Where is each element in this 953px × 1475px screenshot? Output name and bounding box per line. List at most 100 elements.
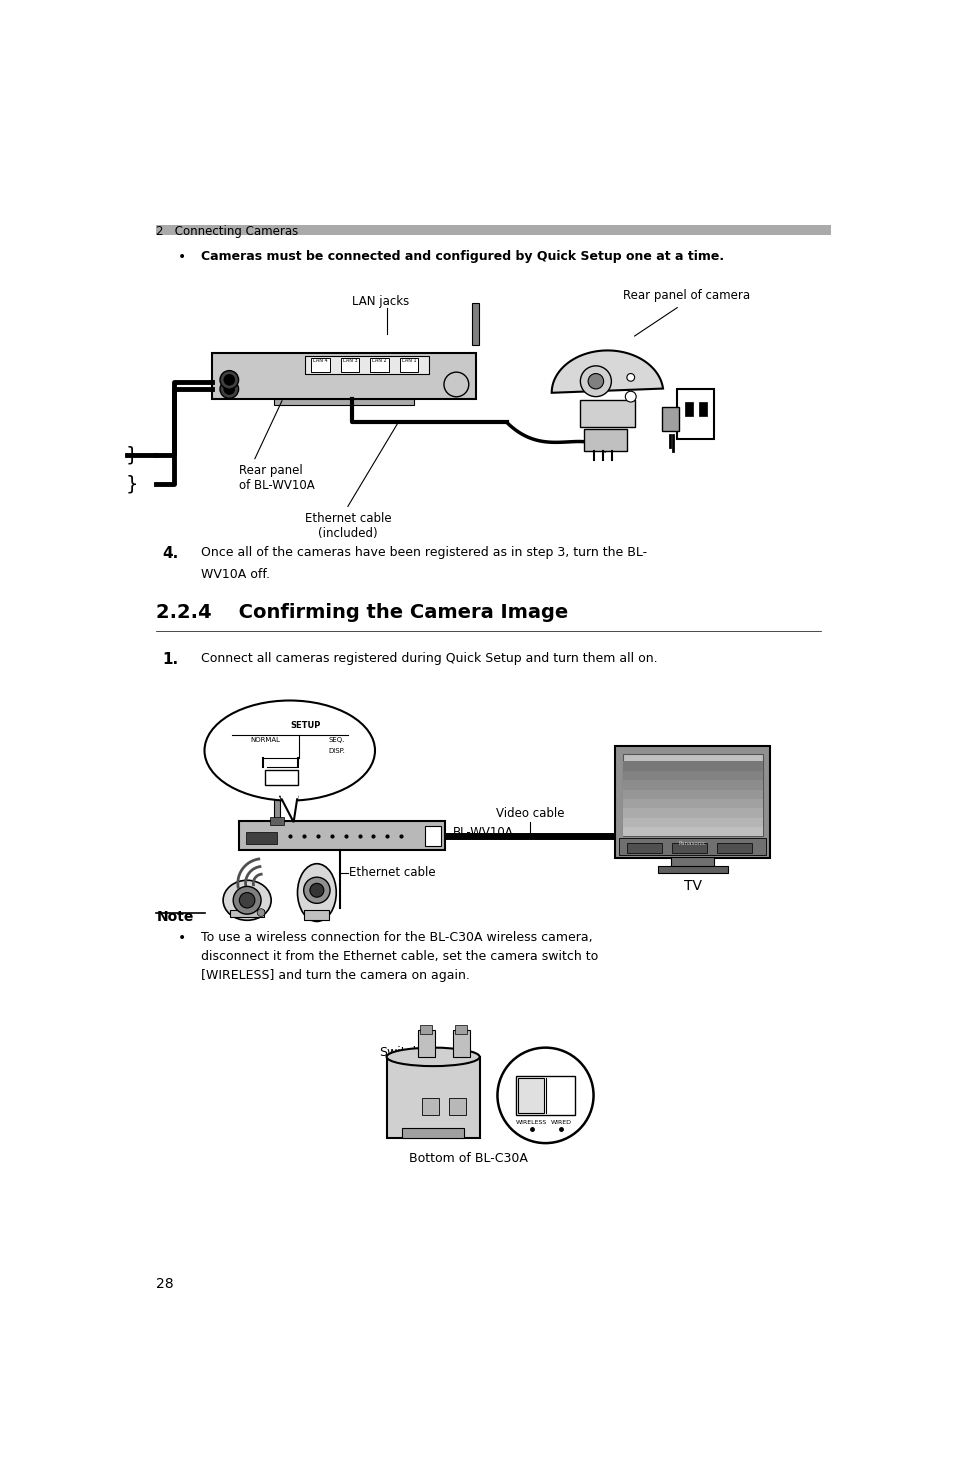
Bar [622,817,761,827]
Polygon shape [280,796,297,822]
Bar [670,857,714,867]
Ellipse shape [297,864,335,922]
Text: }: } [125,473,138,493]
Bar [425,826,440,845]
Bar [677,389,714,440]
Text: Rear panel of camera: Rear panel of camera [622,289,749,302]
Text: Video cable: Video cable [496,807,563,820]
Text: 28: 28 [156,1277,173,1291]
Bar [305,357,429,373]
Text: 1.: 1. [162,652,178,667]
Bar [274,400,414,406]
Bar [245,832,276,844]
Text: Ethernet cable: Ethernet cable [349,866,436,879]
Text: Rear panel
of BL-WV10A: Rear panel of BL-WV10A [239,465,314,493]
Circle shape [220,370,238,389]
Circle shape [310,884,323,897]
Circle shape [443,372,468,397]
Bar [274,789,280,822]
Text: DISP.: DISP. [328,748,345,754]
Text: To use a wireless connection for the BL-C30A wireless camera,
disconnect it from: To use a wireless connection for the BL-… [200,931,598,982]
Text: SEQ.: SEQ. [328,738,345,743]
Bar [402,1128,464,1137]
Circle shape [579,366,611,397]
Text: Ethernet cable
(included): Ethernet cable (included) [304,512,391,540]
Bar [618,838,765,856]
Text: LAN 2: LAN 2 [372,357,387,363]
Text: •: • [177,931,186,945]
Bar [265,770,297,785]
Bar [579,401,634,428]
Ellipse shape [223,881,271,920]
Text: Bottom of BL-C30A: Bottom of BL-C30A [408,1152,527,1165]
Circle shape [587,373,603,389]
Text: }: } [125,445,138,465]
Text: Cameras must be connected and configured by Quick Setup one at a time.: Cameras must be connected and configured… [200,249,723,263]
Bar [699,403,706,416]
Text: 4.: 4. [162,546,178,560]
Bar [516,1077,575,1115]
Bar [448,1097,465,1115]
Bar [658,866,727,873]
Bar [417,1030,435,1058]
Bar [311,357,330,372]
Text: WIRED: WIRED [550,1120,571,1125]
Circle shape [626,373,634,381]
Text: LAN 1: LAN 1 [401,357,416,363]
Text: Switch: Switch [378,1046,420,1059]
Bar [622,807,761,817]
Text: NORMAL: NORMAL [250,738,279,743]
Bar [622,826,761,836]
Bar [684,403,692,416]
Bar [622,761,761,771]
Bar [370,357,389,372]
Bar [399,357,418,372]
Bar [156,226,830,235]
Bar [583,429,626,450]
Text: Connect all cameras registered during Quick Setup and turn them all on.: Connect all cameras registered during Qu… [200,652,657,665]
Bar [270,817,284,825]
Bar [622,754,761,836]
Text: 2.2.4    Confirming the Camera Image: 2.2.4 Confirming the Camera Image [156,603,568,622]
Text: WIRELESS: WIRELESS [516,1120,547,1125]
Bar [472,302,478,345]
Text: SETUP: SETUP [290,721,320,730]
Bar [419,1025,432,1034]
Circle shape [303,878,330,903]
Circle shape [233,886,261,914]
Text: LAN 4: LAN 4 [314,357,328,363]
Bar [626,844,661,853]
Text: BL-WV10A: BL-WV10A [452,826,513,839]
Bar [622,789,761,799]
Text: Panasonic: Panasonic [679,841,706,845]
Text: WV10A off.: WV10A off. [200,568,270,581]
Circle shape [257,909,265,916]
Bar [622,779,761,789]
Bar [239,822,444,850]
Text: 2   Connecting Cameras: 2 Connecting Cameras [156,224,298,237]
Text: •: • [177,249,186,264]
Bar [622,770,761,780]
Bar [421,1097,438,1115]
Circle shape [624,391,636,403]
Bar [230,910,264,917]
Text: Note: Note [156,910,193,923]
Polygon shape [551,351,662,392]
Text: TV: TV [683,879,701,894]
Circle shape [497,1047,593,1143]
Ellipse shape [386,1047,479,1066]
Bar [455,1025,467,1034]
Bar [661,407,679,431]
Bar [622,798,761,808]
Bar [671,844,706,853]
Bar [517,1078,543,1114]
Bar [716,844,751,853]
Circle shape [224,375,234,385]
Bar [340,357,359,372]
Bar [452,1030,469,1058]
Ellipse shape [204,701,375,801]
Circle shape [239,892,254,909]
Text: LAN jacks: LAN jacks [352,295,409,308]
Text: LAN 3: LAN 3 [342,357,357,363]
Bar [386,1058,479,1137]
